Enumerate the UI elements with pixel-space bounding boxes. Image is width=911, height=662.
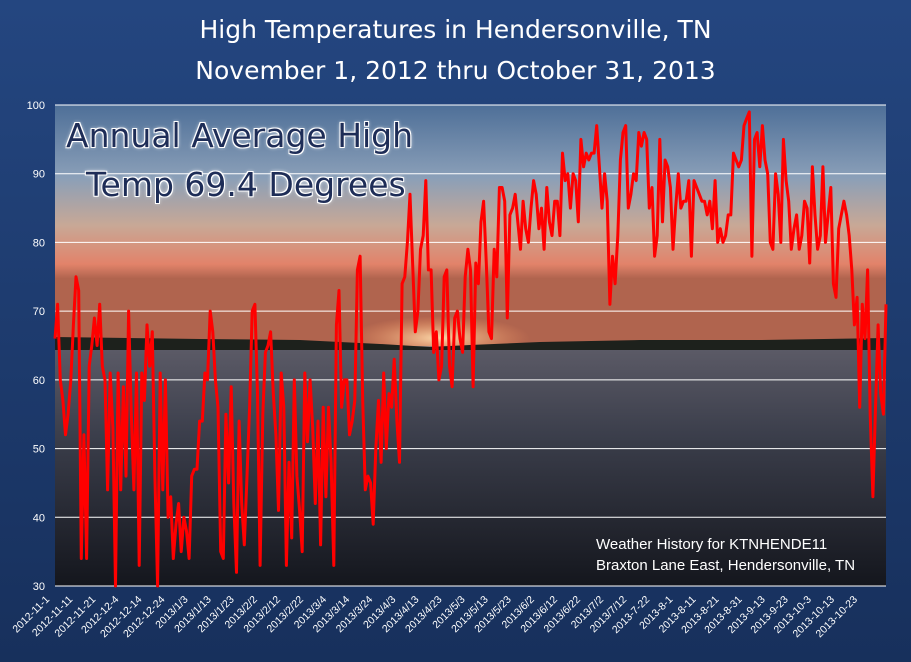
- y-tick-label: 40: [33, 512, 45, 524]
- y-tick-label: 50: [33, 444, 45, 456]
- chart-title: High Temperatures in Hendersonville, TN: [199, 15, 712, 44]
- y-axis-ticks: 30 40 50 60 70 80 90 100: [27, 100, 45, 593]
- series-line: [53, 110, 888, 588]
- annual-average-value: Temp 69.4 Degrees: [86, 165, 406, 204]
- chart-gridlines: [55, 104, 886, 587]
- source-station: Weather History for KTNHENDE11: [596, 536, 828, 553]
- y-tick-label: 80: [33, 237, 45, 249]
- y-tick-label: 30: [33, 581, 45, 593]
- chart-subtitle: November 1, 2012 thru October 31, 2013: [195, 56, 716, 85]
- y-tick-label: 90: [33, 169, 45, 181]
- y-tick-label: 60: [33, 375, 45, 387]
- source-location: Braxton Lane East, Hendersonville, TN: [596, 557, 856, 574]
- x-axis-ticks: 2012-11-12012-11-112012-11-212012-12-420…: [10, 594, 860, 641]
- series-high-temp: [53, 110, 888, 588]
- annual-average-label: Annual Average High: [66, 116, 414, 155]
- y-tick-label: 70: [33, 306, 45, 318]
- y-tick-label: 100: [27, 100, 45, 112]
